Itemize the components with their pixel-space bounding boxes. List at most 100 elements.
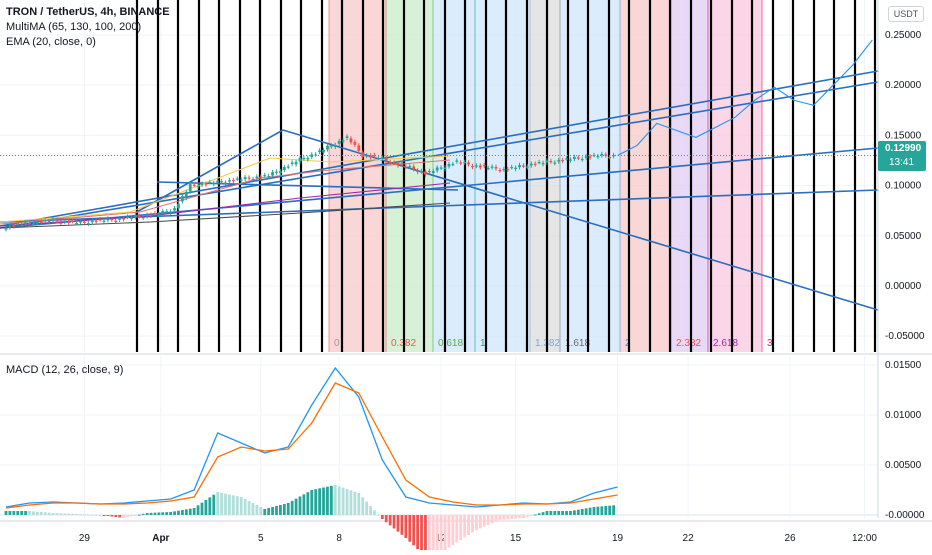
candle-body bbox=[396, 162, 400, 166]
macd-histogram-bar bbox=[459, 515, 463, 540]
candle-body bbox=[427, 171, 431, 173]
candle-body bbox=[467, 162, 470, 165]
candle-body bbox=[326, 145, 329, 150]
candle-body bbox=[220, 181, 223, 183]
macd-histogram-bar bbox=[16, 511, 20, 515]
projection-line bbox=[617, 39, 873, 156]
candle-body bbox=[67, 221, 71, 223]
candle-body bbox=[580, 158, 584, 161]
macd-histogram-bar bbox=[498, 515, 502, 520]
macd-histogram-bar bbox=[596, 506, 600, 515]
macd-histogram-bar bbox=[275, 506, 278, 515]
macd-histogram-bar bbox=[608, 505, 612, 515]
macd-histogram-bar bbox=[294, 498, 298, 515]
candle-body bbox=[545, 160, 549, 163]
candles bbox=[4, 134, 615, 232]
candle-body bbox=[557, 159, 561, 162]
macd-histogram-bar bbox=[224, 493, 227, 515]
candle-body bbox=[573, 156, 576, 159]
macd-label[interactable]: MACD (12, 26, close, 9) bbox=[6, 364, 124, 376]
last-price-value: 0.12990 bbox=[885, 143, 922, 154]
macd-histogram-bar bbox=[337, 486, 341, 515]
macd-histogram-bar bbox=[369, 506, 372, 515]
candle-body bbox=[200, 183, 204, 186]
moving-average-line bbox=[0, 155, 451, 223]
fib-zone-band bbox=[620, 0, 671, 352]
candle-body bbox=[408, 166, 412, 168]
candle-body bbox=[608, 157, 612, 159]
macd-histogram-bar bbox=[431, 515, 435, 555]
candle-body bbox=[290, 162, 294, 164]
currency-unit-button[interactable]: USDT bbox=[888, 6, 924, 22]
moving-average-line bbox=[0, 202, 451, 229]
candle-body bbox=[165, 211, 169, 213]
macd-histogram-bar bbox=[63, 513, 67, 515]
fib-zone-band bbox=[386, 0, 433, 352]
macd-histogram-bar bbox=[94, 514, 98, 516]
macd-histogram-bar bbox=[51, 513, 55, 515]
candle-body bbox=[459, 162, 463, 164]
candle-body bbox=[75, 222, 78, 225]
macd-histogram-bar bbox=[4, 511, 8, 515]
macd-histogram-bar bbox=[584, 508, 588, 515]
macd-histogram-bar bbox=[204, 500, 208, 515]
macd-histogram-bar bbox=[612, 505, 615, 515]
candle-body bbox=[310, 154, 314, 157]
candle-body bbox=[16, 223, 20, 225]
candle-body bbox=[149, 214, 153, 216]
candle-body bbox=[79, 221, 82, 223]
candle-body bbox=[157, 214, 161, 216]
candle-body bbox=[247, 177, 251, 179]
macd-histogram-bar bbox=[231, 495, 235, 515]
candle-body bbox=[384, 157, 388, 161]
candle-body bbox=[369, 155, 372, 158]
macd-histogram-bar bbox=[90, 514, 94, 516]
macd-histogram-bar bbox=[537, 513, 541, 515]
fib-level-label-0: 0 bbox=[334, 338, 340, 349]
candle-body bbox=[47, 221, 51, 223]
price-tick-label: 0.25000 bbox=[885, 30, 922, 41]
macd-histogram-bar bbox=[43, 512, 47, 515]
symbol-title[interactable]: TRON / TetherUS, 4h, BINANCE bbox=[6, 6, 170, 18]
candle-body bbox=[431, 171, 435, 174]
macd-histogram-bar bbox=[153, 512, 157, 515]
trendline bbox=[134, 129, 284, 214]
macd-histogram-bar bbox=[400, 515, 404, 535]
time-tick-label: 5 bbox=[258, 533, 264, 544]
fib-level-label-2.618: 2.618 bbox=[713, 338, 738, 349]
macd-histogram-bar bbox=[8, 511, 12, 515]
macd-histogram-bar bbox=[39, 512, 43, 515]
macd-histogram-bar bbox=[549, 511, 553, 515]
macd-histogram-bar bbox=[192, 508, 196, 515]
candle-body bbox=[239, 179, 243, 181]
candle-body bbox=[596, 155, 600, 158]
macd-histogram-bar bbox=[98, 515, 102, 516]
indicator-ema-label[interactable]: EMA (20, close, 0) bbox=[6, 36, 96, 48]
indicator-multima-label[interactable]: MultiMA (65, 130, 100, 200) bbox=[6, 21, 142, 33]
fib-zone-band bbox=[329, 0, 386, 352]
macd-histogram-bar bbox=[553, 511, 557, 515]
candle-body bbox=[400, 162, 404, 165]
macd-histogram-bar bbox=[126, 515, 129, 518]
projection-path bbox=[617, 39, 873, 156]
macd-histogram-bar bbox=[255, 505, 259, 515]
candle-body bbox=[377, 157, 380, 160]
candle-body bbox=[502, 169, 506, 171]
macd-histogram-bar bbox=[514, 515, 517, 519]
macd-legend: MACD (12, 26, close, 9) bbox=[6, 363, 123, 378]
macd-histogram-bar bbox=[573, 510, 576, 515]
macd-histogram-bar bbox=[427, 515, 431, 555]
trendline bbox=[0, 147, 879, 229]
fib-zone-band bbox=[708, 0, 762, 352]
macd-histogram-bar bbox=[12, 511, 16, 515]
candle-body bbox=[565, 158, 568, 160]
macd-histogram-bar bbox=[588, 507, 592, 515]
macd-histogram-bar bbox=[357, 493, 361, 515]
macd-histogram-bar bbox=[184, 509, 188, 515]
macd-histogram-bar bbox=[576, 509, 580, 515]
candle-body bbox=[24, 222, 27, 225]
candle-body bbox=[110, 218, 114, 221]
